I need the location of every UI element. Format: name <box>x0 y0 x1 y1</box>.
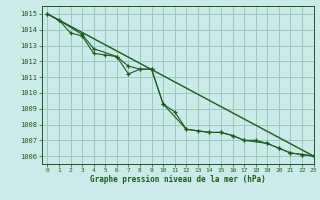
X-axis label: Graphe pression niveau de la mer (hPa): Graphe pression niveau de la mer (hPa) <box>90 175 266 184</box>
